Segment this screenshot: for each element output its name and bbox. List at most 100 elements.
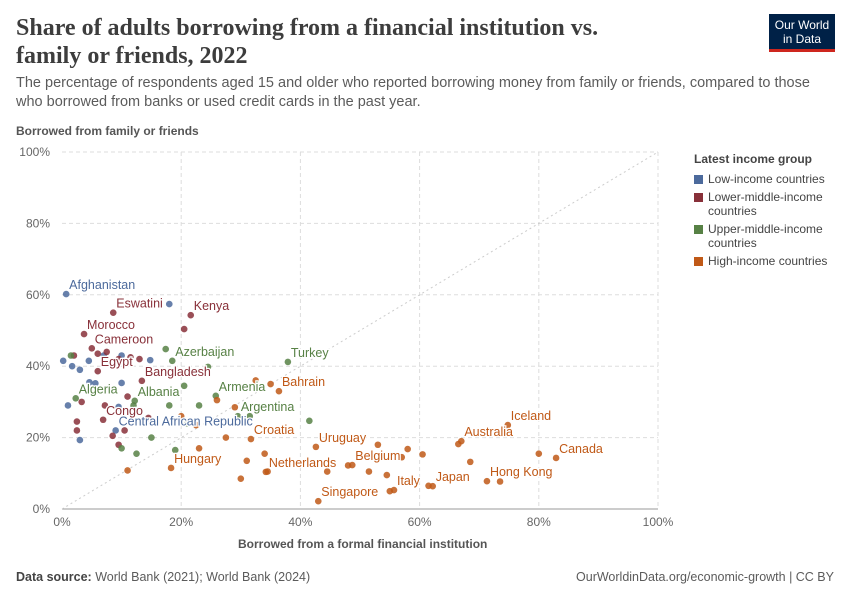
data-point bbox=[109, 432, 116, 440]
data-point bbox=[73, 427, 81, 434]
x-tick-label: 80% bbox=[527, 515, 551, 529]
data-point bbox=[118, 379, 125, 387]
data-point bbox=[76, 366, 84, 374]
data-point bbox=[222, 434, 230, 441]
y-tick-label: 0% bbox=[33, 502, 51, 516]
data-point bbox=[112, 427, 119, 434]
footer-url[interactable]: OurWorldinData.org/economic-growth | CC … bbox=[576, 570, 834, 584]
data-point bbox=[213, 396, 221, 404]
x-tick-label: 0% bbox=[53, 515, 71, 529]
data-point bbox=[187, 311, 195, 319]
data-point bbox=[246, 412, 254, 420]
data-point bbox=[121, 427, 128, 434]
legend-item-high[interactable]: High-income countries bbox=[694, 254, 839, 268]
legend-swatch bbox=[694, 257, 703, 266]
point-label: Azerbaijan bbox=[175, 345, 234, 359]
data-point bbox=[167, 464, 175, 472]
data-point bbox=[118, 445, 125, 452]
point-label: Albania bbox=[138, 385, 180, 399]
data-point bbox=[455, 440, 462, 448]
point-label: Iceland bbox=[511, 409, 551, 423]
data-point bbox=[552, 454, 560, 462]
x-tick-label: 40% bbox=[288, 515, 312, 529]
data-point bbox=[195, 402, 203, 409]
data-point bbox=[284, 358, 292, 366]
legend-swatch bbox=[694, 193, 703, 202]
data-point bbox=[138, 377, 146, 385]
data-point bbox=[133, 450, 140, 457]
legend-label: High-income countries bbox=[708, 254, 828, 268]
data-point bbox=[261, 450, 268, 457]
source-text[interactable]: World Bank (2021); World Bank (2024) bbox=[95, 570, 311, 584]
legend-swatch bbox=[694, 225, 703, 234]
legend: Latest income group Low-income countries… bbox=[694, 152, 839, 272]
x-tick-label: 100% bbox=[643, 515, 674, 529]
data-point bbox=[124, 393, 131, 400]
point-label: Bangladesh bbox=[145, 365, 211, 379]
point-label: Morocco bbox=[87, 318, 135, 332]
data-point bbox=[94, 367, 102, 375]
legend-swatch bbox=[694, 175, 703, 184]
data-point bbox=[76, 436, 84, 444]
point-label: Central African Republic bbox=[119, 414, 253, 428]
point-label: Afghanistan bbox=[69, 278, 135, 292]
data-point bbox=[192, 421, 200, 429]
point-label: Canada bbox=[559, 442, 603, 456]
point-label: Hungary bbox=[174, 452, 222, 466]
data-source: Data source: World Bank (2021); World Ba… bbox=[16, 570, 310, 584]
point-label: Cameroon bbox=[95, 332, 153, 346]
x-tick-label: 60% bbox=[408, 515, 432, 529]
data-point bbox=[130, 402, 137, 409]
point-label: Kenya bbox=[194, 299, 229, 313]
data-point bbox=[101, 402, 109, 409]
data-point bbox=[383, 471, 391, 479]
legend-title: Latest income group bbox=[694, 152, 813, 166]
data-point bbox=[483, 477, 491, 485]
data-point bbox=[264, 468, 271, 475]
data-point bbox=[183, 420, 191, 427]
point-label: Turkey bbox=[291, 346, 329, 360]
point-label: Egypt bbox=[101, 355, 133, 369]
data-point bbox=[124, 467, 131, 474]
source-label: Data source: bbox=[16, 570, 92, 584]
data-point bbox=[243, 457, 251, 465]
data-point bbox=[162, 345, 170, 353]
data-point bbox=[535, 450, 543, 457]
x-axis-label: Borrowed from a formal financial institu… bbox=[238, 537, 488, 551]
data-point bbox=[314, 497, 322, 505]
legend-item-upper-middle[interactable]: Upper-middle-income countries bbox=[694, 222, 839, 250]
data-point bbox=[419, 451, 426, 458]
data-point bbox=[180, 325, 188, 333]
data-point bbox=[94, 350, 102, 358]
data-point bbox=[88, 345, 96, 352]
y-tick-label: 60% bbox=[26, 288, 50, 302]
data-point bbox=[504, 421, 512, 429]
data-point bbox=[374, 441, 382, 449]
data-point bbox=[234, 412, 242, 420]
data-point bbox=[165, 402, 173, 409]
data-point bbox=[68, 362, 76, 370]
data-point bbox=[67, 352, 75, 359]
point-label: Algeria bbox=[79, 382, 118, 396]
data-point bbox=[247, 435, 255, 443]
legend-label: Upper-middle-income countries bbox=[708, 222, 823, 250]
data-point bbox=[146, 356, 154, 364]
data-point bbox=[237, 475, 245, 482]
data-point bbox=[204, 363, 212, 371]
data-point bbox=[177, 412, 185, 420]
data-point bbox=[59, 357, 67, 365]
point-label: Netherlands bbox=[269, 456, 336, 470]
data-point bbox=[127, 353, 134, 361]
data-point bbox=[312, 443, 320, 451]
data-point bbox=[404, 445, 411, 453]
legend-item-low[interactable]: Low-income countries bbox=[694, 172, 839, 186]
data-point bbox=[115, 355, 122, 363]
legend-item-lower-middle[interactable]: Lower-middle-income countries bbox=[694, 190, 839, 218]
data-point bbox=[306, 417, 313, 425]
y-tick-label: 100% bbox=[19, 145, 50, 159]
data-point bbox=[73, 418, 81, 425]
data-point bbox=[168, 357, 176, 365]
data-point bbox=[148, 434, 155, 441]
owid-logo[interactable]: Our World in Data bbox=[769, 14, 835, 52]
data-point bbox=[62, 290, 70, 298]
